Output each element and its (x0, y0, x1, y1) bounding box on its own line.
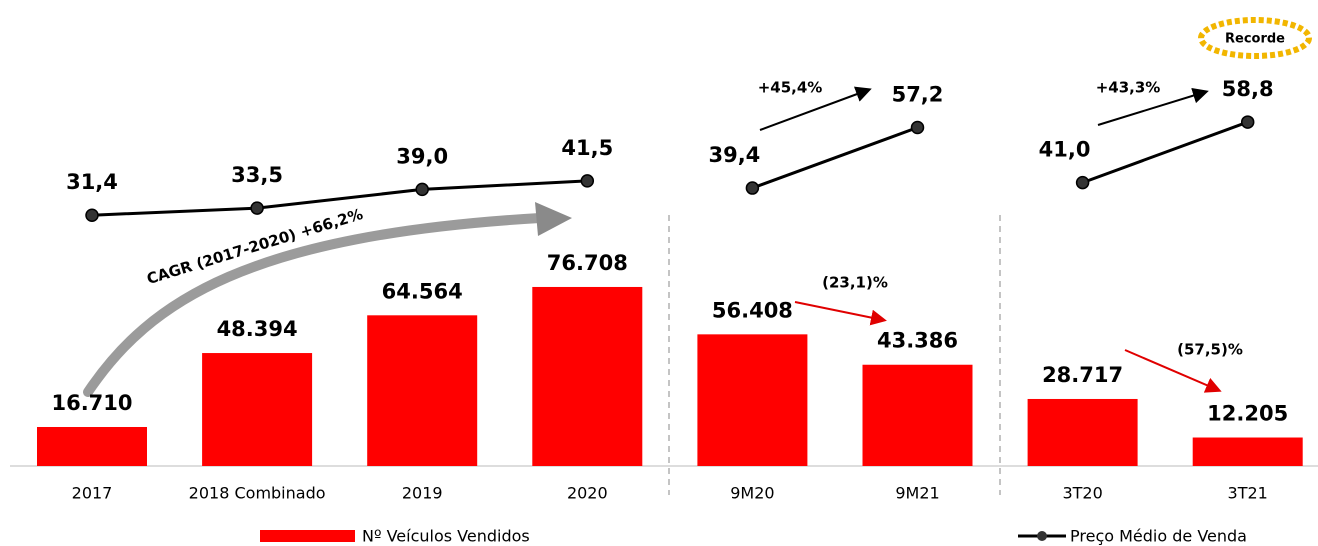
cagr-arrowhead (535, 202, 572, 236)
data-label: 41,5 (561, 136, 613, 160)
trend-arrow (759, 86, 872, 131)
line-point (1240, 115, 1255, 129)
x-tick-label: 2019 (402, 484, 443, 503)
data-label: 41,0 (1039, 138, 1091, 162)
line-point (250, 201, 264, 215)
line (1082, 120, 1249, 185)
data-label: 76.708 (547, 251, 628, 275)
x-tick-label: 3T20 (1062, 484, 1102, 503)
trend-arrow (1124, 349, 1222, 393)
legend-label: Nº Veículos Vendidos (362, 527, 530, 546)
bar (532, 286, 643, 466)
x-tick-label: 3T21 (1228, 484, 1268, 503)
annotation: +43,3% (1096, 79, 1161, 97)
legend-swatch (260, 530, 355, 542)
annotation: (23,1)% (822, 274, 888, 292)
bar (862, 364, 973, 466)
badge: Recorde (1225, 32, 1285, 47)
annotation: (57,5)% (1177, 341, 1243, 359)
x-tick-label: 2020 (567, 484, 608, 503)
data-label: 31,4 (66, 170, 118, 194)
bar (202, 353, 313, 466)
data-label: 39,4 (708, 143, 760, 167)
data-label: 57,2 (892, 83, 944, 107)
bar (1027, 398, 1138, 466)
x-tick-label: 9M21 (895, 484, 939, 503)
laurel (1198, 17, 1312, 59)
trend-arrow (1097, 87, 1209, 126)
trend-arrow (794, 301, 887, 326)
x-tick-label: 2017 (72, 484, 113, 503)
data-label: 58,8 (1222, 77, 1274, 101)
legend-swatch (1037, 531, 1047, 541)
data-label: 33,5 (231, 163, 283, 187)
x-tick-label: 9M20 (730, 484, 774, 503)
data-label: 56.408 (712, 298, 793, 322)
bar (1192, 437, 1303, 466)
line-point (415, 182, 429, 197)
bar (697, 334, 808, 466)
x-tick-label: 2018 Combinado (189, 484, 326, 503)
data-label: 16.710 (51, 391, 132, 415)
data-label: 28.717 (1042, 363, 1123, 387)
cagr-arrow (83, 213, 545, 397)
data-label: 12.205 (1207, 402, 1288, 426)
data-label: 39,0 (396, 144, 448, 168)
line-point (910, 120, 925, 135)
data-label: 48.394 (217, 317, 298, 341)
data-label: 64.564 (382, 279, 463, 303)
legend: Nº Veículos Vendidos Preço Médio de Venda (260, 527, 1247, 546)
line (91, 179, 588, 217)
line-point (85, 208, 99, 222)
line-point (1075, 175, 1090, 190)
line-point (745, 181, 760, 195)
bar (367, 315, 478, 466)
annotation: +45,4% (758, 79, 823, 97)
data-label: 43.386 (877, 329, 958, 353)
bar (37, 426, 147, 466)
legend-label: Preço Médio de Venda (1070, 527, 1247, 546)
line (751, 126, 919, 190)
line-point (580, 174, 595, 188)
